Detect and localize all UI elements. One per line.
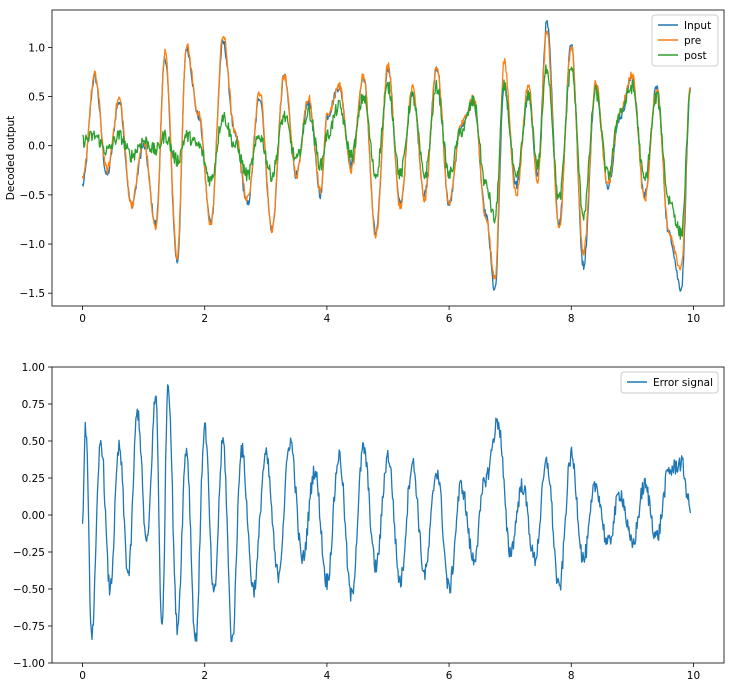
legend-entry: post	[684, 50, 707, 62]
y-tick-label: 0.5	[28, 92, 45, 104]
y-tick-label: −1.0	[20, 239, 46, 251]
x-tick-label: 8	[568, 670, 575, 682]
y-axis-bottom: −1.00 −0.75 −0.50 −0.25 0.00 0.25 0.50 0.75 1.00	[13, 362, 52, 670]
y-tick-label: 1.00	[22, 362, 45, 374]
y-tick-label: 0.25	[22, 473, 45, 485]
y-tick-label: 0.0	[28, 141, 45, 153]
y-tick-label: 1.0	[28, 42, 45, 54]
legend-entry: pre	[684, 35, 701, 47]
series-line	[82, 64, 692, 240]
y-tick-label: −0.5	[20, 190, 46, 202]
x-tick-label: 4	[324, 313, 331, 325]
x-tick-label: 2	[201, 313, 208, 325]
legend-top: Input pre post	[651, 14, 719, 67]
plot-area-top	[51, 9, 725, 307]
series-line	[81, 384, 692, 643]
y-axis-label: Decoded output	[5, 116, 17, 201]
legend-bottom: Error signal	[620, 371, 719, 394]
y-tick-label: 0.00	[22, 510, 45, 522]
legend-entry: Input	[684, 20, 711, 32]
x-axis-top: 0 2 4 6 8 10	[79, 306, 700, 325]
x-tick-label: 10	[687, 670, 700, 682]
series-layer-bottom	[81, 384, 692, 643]
x-axis-bottom: 0 2 4 6 8 10	[79, 663, 700, 682]
x-tick-label: 0	[79, 670, 86, 682]
legend-box	[651, 14, 719, 67]
y-tick-label: −0.75	[13, 621, 45, 633]
x-tick-label: 10	[687, 313, 700, 325]
x-tick-label: 0	[79, 313, 86, 325]
y-tick-label: −0.50	[13, 584, 45, 596]
decoded-output-plot: 0 2 4 6 8 10 −1.5 −1.0 −0.5 0.0 0.5 1.0 Decoded ou…	[5, 9, 725, 325]
y-tick-label: −1.00	[13, 658, 45, 670]
plot-area-bottom	[51, 366, 725, 664]
y-tick-label: −1.5	[20, 288, 46, 300]
y-tick-label: −0.25	[13, 547, 45, 559]
error-signal-plot: 0 2 4 6 8 10 −1.00 −0.75 −0.50 −0.25 0.00 0.25 0.50…	[13, 362, 725, 682]
x-tick-label: 4	[324, 670, 331, 682]
x-tick-label: 6	[446, 313, 453, 325]
legend-entry: Error signal	[653, 377, 713, 389]
x-tick-label: 6	[446, 670, 453, 682]
y-axis-top: −1.5 −1.0 −0.5 0.0 0.5 1.0	[20, 42, 52, 300]
y-tick-label: 0.50	[22, 436, 45, 448]
x-tick-label: 8	[568, 313, 575, 325]
x-tick-label: 2	[201, 670, 208, 682]
series-line	[81, 30, 691, 280]
legend-box	[620, 371, 719, 394]
y-tick-label: 0.75	[22, 399, 45, 411]
series-layer-top	[81, 20, 692, 292]
